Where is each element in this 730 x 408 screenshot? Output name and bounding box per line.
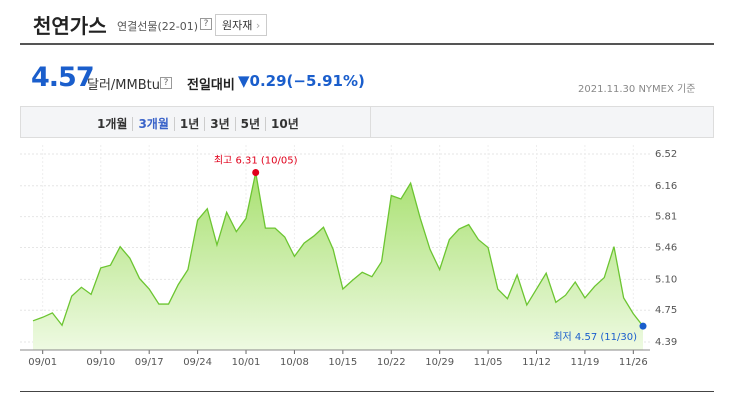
- price: 4.57: [31, 62, 95, 93]
- extreme-point: [639, 322, 647, 330]
- x-tick-label: 11/12: [522, 357, 551, 368]
- y-tick-label: 4.75: [655, 305, 677, 316]
- y-tick-label: 6.16: [655, 181, 677, 192]
- x-tick-label: 09/17: [135, 357, 164, 368]
- x-tick-label: 10/08: [280, 357, 309, 368]
- tab-divider: [370, 106, 371, 138]
- change-label: 전일대비: [187, 78, 235, 93]
- extreme-point: [252, 169, 260, 177]
- source: NYMEX 기준: [638, 84, 696, 95]
- help-icon[interactable]: ?: [200, 18, 212, 30]
- x-tick-label: 09/10: [86, 357, 115, 368]
- x-tick-label: 09/01: [28, 357, 57, 368]
- change: ▼0.29(−5.91%): [238, 72, 365, 90]
- value-label: 최고 6.31 (10/05): [214, 155, 298, 167]
- y-tick-label: 4.39: [655, 337, 677, 348]
- commodity-button[interactable]: 원자재: [215, 14, 268, 36]
- date: 2021.11.30: [578, 84, 636, 95]
- title: 천연가스: [33, 14, 107, 38]
- area: [33, 172, 643, 350]
- x-tick-label: 11/26: [619, 357, 648, 368]
- tab[interactable]: 3년: [204, 117, 235, 131]
- tabs: 1개월 3개월 1년 3년 5년 10년: [92, 115, 304, 132]
- y-tick-label: 6.52: [655, 149, 677, 160]
- x-tick-label: 11/19: [570, 357, 599, 368]
- tab[interactable]: 1년: [173, 117, 205, 131]
- tab-bar: [20, 106, 714, 138]
- y-tick-label: 5.81: [655, 212, 677, 223]
- help-icon[interactable]: ?: [160, 77, 172, 89]
- x-tick-label: 10/22: [377, 357, 406, 368]
- x-tick-label: 11/05: [474, 357, 503, 368]
- x-tick-label: 10/15: [328, 357, 357, 368]
- y-tick-label: 5.46: [655, 243, 677, 254]
- value-label: 최저 4.57 (11/30): [553, 331, 637, 343]
- tab[interactable]: 1개월: [97, 117, 128, 131]
- divider: [20, 43, 714, 45]
- x-tick-label: 10/01: [232, 357, 261, 368]
- divider: [20, 391, 714, 392]
- tab[interactable]: 5년: [234, 117, 266, 131]
- y-tick-label: 5.10: [655, 274, 677, 285]
- price-unit: 달러/MMBtu: [87, 78, 160, 93]
- line: [32, 172, 644, 327]
- date-source: 2021.11.30 NYMEX 기준: [578, 80, 695, 95]
- x-tick-label: 09/24: [183, 357, 212, 368]
- tab[interactable]: 10년: [265, 117, 304, 131]
- tab[interactable]: 3개월: [132, 117, 174, 131]
- subtitle: 연결선물(22-01): [117, 20, 199, 33]
- x-tick-label: 10/29: [425, 357, 454, 368]
